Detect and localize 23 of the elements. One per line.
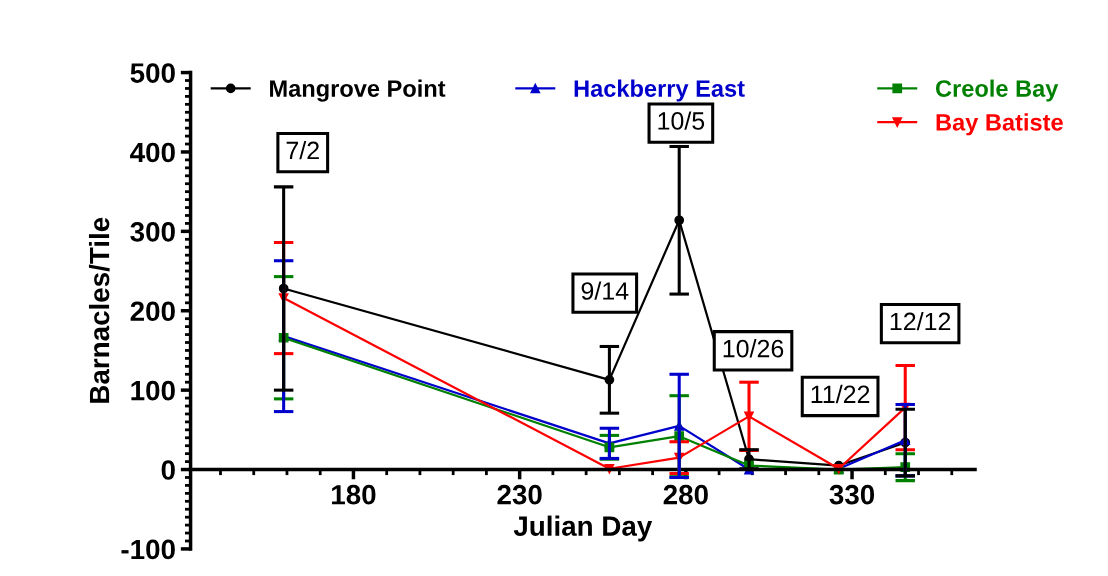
y-tick-label: 100	[131, 380, 175, 401]
x-tick-label: 280	[663, 484, 708, 505]
y-tick-label: 500	[130, 63, 175, 83]
annotation: 10/26	[723, 339, 784, 358]
annotation: 7/2	[286, 140, 319, 160]
x-tick-label: 180	[332, 484, 376, 505]
x-tick-label: 330	[829, 484, 875, 505]
annotation: 9/14	[581, 281, 629, 300]
legend-label: Bay Batiste	[936, 113, 1063, 136]
legend-label: Mangrove Point	[270, 79, 446, 102]
y-tick-label: 300	[130, 222, 175, 242]
y-tick-label: 200	[130, 301, 175, 322]
y-tick-label: 400	[130, 142, 175, 163]
y-tick-label: 0	[161, 460, 175, 480]
x-tick-label: 230	[497, 484, 542, 505]
y-axis-title: Barnacles/Tile	[88, 217, 110, 403]
annotation: 12/12	[890, 311, 951, 331]
legend-label: Creole Bay	[935, 79, 1059, 102]
x-axis-title: Julian Day	[513, 515, 653, 542]
annotation: 10/5	[658, 111, 705, 130]
legend-label: Hackberry East	[574, 79, 745, 102]
annotation: 11/22	[811, 384, 870, 404]
y-tick-label: -100	[121, 539, 175, 560]
